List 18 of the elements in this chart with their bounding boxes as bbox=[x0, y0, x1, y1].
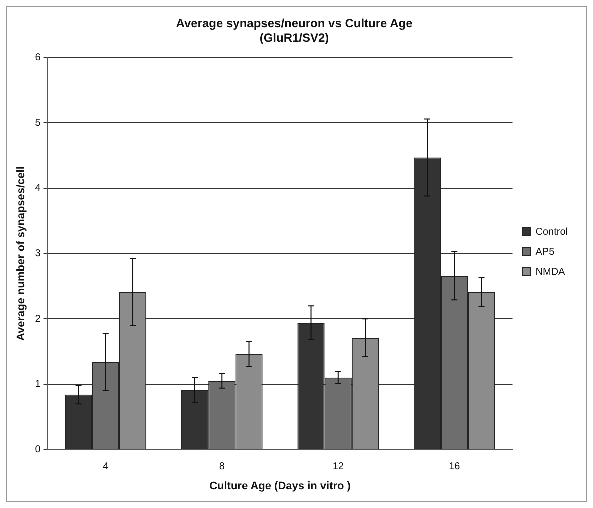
x-tick-label: 4 bbox=[103, 462, 110, 473]
y-tick-label: 1 bbox=[35, 379, 42, 390]
y-tick-label: 5 bbox=[35, 118, 42, 129]
chart-subtitle: (GluR1/SV2) bbox=[260, 30, 330, 45]
y-tick-label: 3 bbox=[35, 248, 42, 260]
legend-label: Control bbox=[536, 226, 568, 238]
x-tick-label: 12 bbox=[332, 462, 344, 473]
y-tick-label: 6 bbox=[35, 52, 42, 64]
y-tick-label: 0 bbox=[35, 444, 42, 456]
y-tick-label: 4 bbox=[35, 183, 42, 194]
y-tick-label: 2 bbox=[35, 314, 42, 325]
chart-title: Average synapses/neuron vs Culture Age bbox=[176, 16, 414, 31]
x-axis-title: Culture Age (Days in vitro ) bbox=[210, 480, 352, 492]
y-axis-title: Average number of synapses/cell bbox=[16, 166, 28, 342]
legend-label: NMDA bbox=[536, 266, 566, 278]
x-tick-label: 16 bbox=[449, 462, 461, 473]
x-tick-label: 8 bbox=[219, 462, 226, 473]
legend-label: AP5 bbox=[536, 246, 556, 258]
